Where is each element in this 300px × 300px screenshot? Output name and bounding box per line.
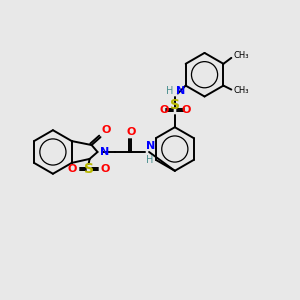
Text: O: O [100,164,110,174]
Text: O: O [181,105,190,116]
Text: O: O [159,105,169,116]
Text: N: N [176,85,185,95]
Text: N: N [100,147,109,157]
Text: CH₃: CH₃ [233,51,249,60]
Text: CH₃: CH₃ [233,86,249,95]
Text: S: S [84,162,94,176]
Text: O: O [68,164,77,174]
Text: O: O [101,125,111,135]
Text: N: N [146,141,155,151]
Text: H: H [167,85,174,95]
Text: H: H [146,155,154,165]
Text: S: S [170,98,180,112]
Text: O: O [127,127,136,137]
